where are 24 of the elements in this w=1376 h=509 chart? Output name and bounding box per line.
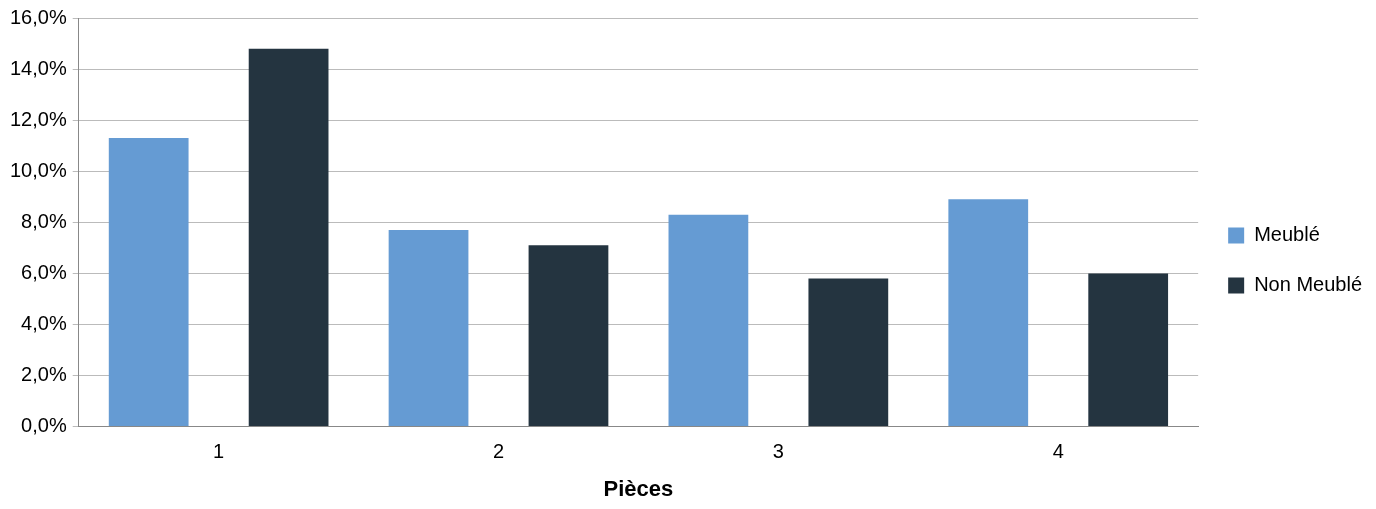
bar xyxy=(528,245,609,427)
y-tick-label: 8,0% xyxy=(21,209,67,232)
y-tick-label: 10,0% xyxy=(9,158,67,181)
y-tick-label: 12,0% xyxy=(9,107,67,130)
y-tick-label: 0,0% xyxy=(21,414,67,437)
x-tick-label: 3 xyxy=(772,440,784,463)
bar xyxy=(668,214,749,427)
y-tick-label: 14,0% xyxy=(9,56,67,79)
y-tick-label: 2,0% xyxy=(21,363,67,386)
bar xyxy=(108,138,189,427)
bar xyxy=(1088,273,1169,427)
x-tick-label: 2 xyxy=(492,440,505,463)
bar xyxy=(388,229,469,427)
y-tick-label: 16,0% xyxy=(9,5,67,28)
x-axis-title: Pièces xyxy=(603,475,674,501)
legend-label: Meublé xyxy=(1254,223,1320,246)
y-tick-label: 6,0% xyxy=(21,260,67,283)
x-tick-label: 1 xyxy=(213,440,225,463)
legend-label: Non Meublé xyxy=(1254,273,1362,296)
bar xyxy=(948,199,1029,427)
y-tick-label: 4,0% xyxy=(21,311,67,334)
x-tick-label: 4 xyxy=(1052,440,1064,463)
bar xyxy=(808,278,889,427)
bar xyxy=(248,48,329,427)
